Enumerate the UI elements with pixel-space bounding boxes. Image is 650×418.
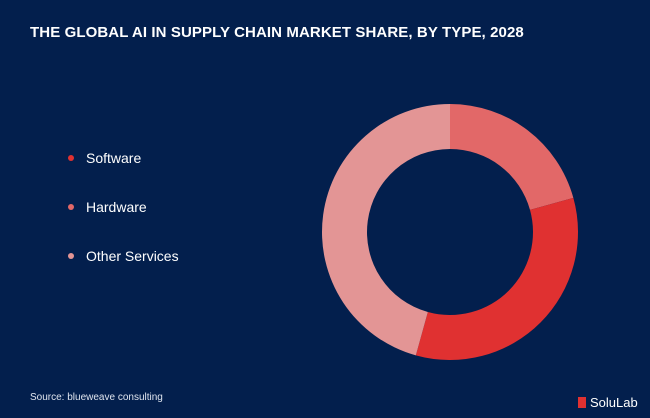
legend-item-software: Software (68, 150, 179, 166)
logo-text: SoluLab (590, 395, 638, 410)
legend-item-other-services: Other Services (68, 248, 179, 264)
solulab-logo: SoluLab (578, 395, 638, 410)
source-note: Source: blueweave consulting (30, 392, 163, 403)
legend-label-hardware: Hardware (86, 199, 147, 215)
legend-marker-other-services (68, 253, 74, 259)
legend-marker-hardware (68, 204, 74, 210)
donut-segment-hardware (450, 104, 574, 210)
legend-label-software: Software (86, 150, 142, 166)
legend-marker-software (68, 155, 74, 161)
donut-segment-software (415, 197, 578, 360)
legend: Software Hardware Other Services (68, 150, 179, 297)
donut-segment-other-services (322, 104, 450, 356)
legend-item-hardware: Hardware (68, 199, 179, 215)
chart-title: THE GLOBAL AI IN SUPPLY CHAIN MARKET SHA… (30, 24, 524, 41)
legend-label-other-services: Other Services (86, 248, 179, 264)
logo-mark-icon (578, 397, 586, 408)
